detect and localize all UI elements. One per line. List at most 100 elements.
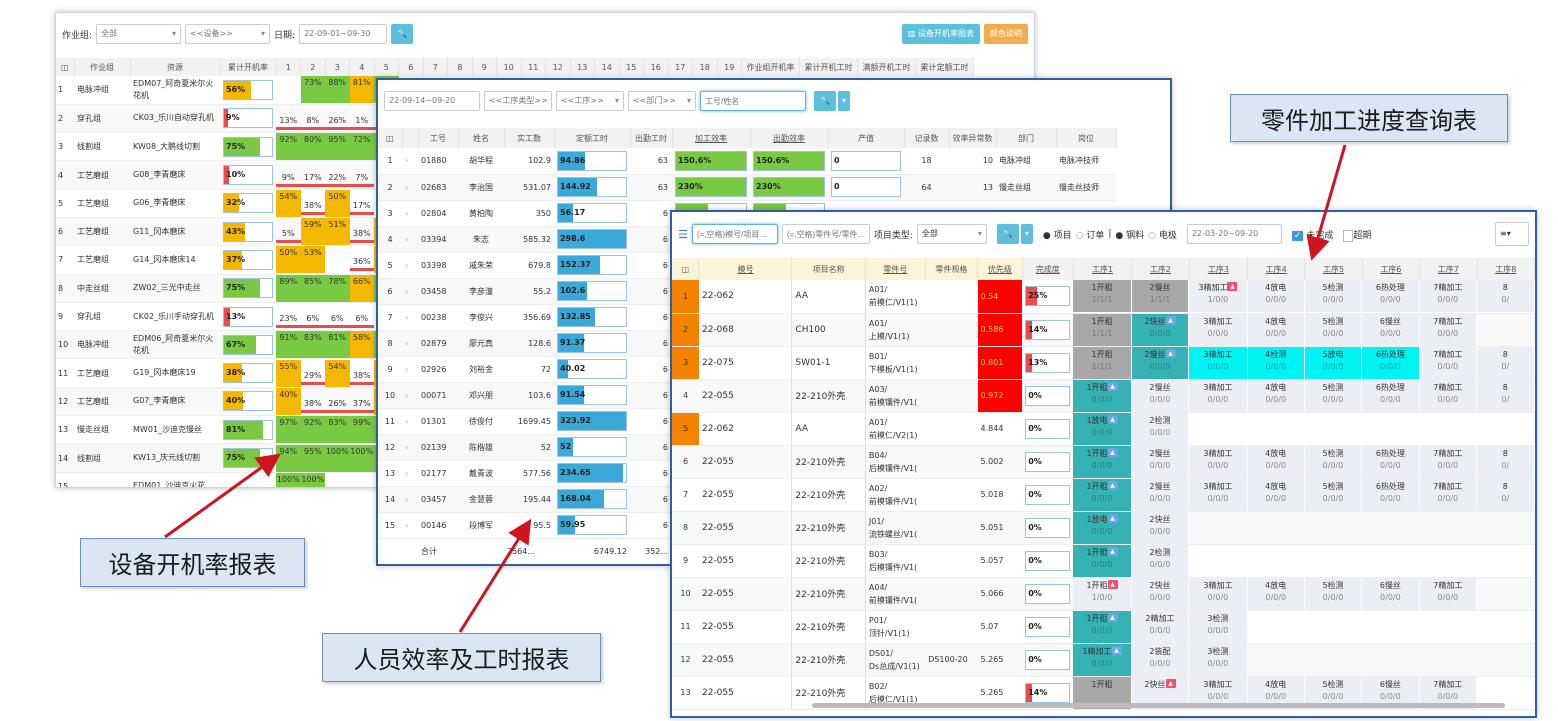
- process-step[interactable]: 5检测 0/0/0: [1304, 313, 1363, 347]
- expand-icon[interactable]: ›: [402, 278, 418, 305]
- table-row[interactable]: 6 22-055 22-210外壳 B04/后模镶件/V1(5.002 0% 1开粗 ▲ 0/…: [672, 445, 1535, 479]
- column-header[interactable]: 工序8: [1477, 258, 1535, 280]
- process-step[interactable]: [1362, 511, 1420, 545]
- process-step[interactable]: 7精加工 0/0/0: [1419, 280, 1478, 314]
- process-step[interactable]: 6慢丝 0/0/0: [1362, 313, 1420, 347]
- process-step[interactable]: 1开粗 1/1/1: [1073, 313, 1132, 347]
- process-step[interactable]: [1477, 577, 1535, 611]
- search-dropdown-button[interactable]: ▾: [1019, 224, 1033, 244]
- group-select[interactable]: 全部: [96, 24, 182, 44]
- process-step[interactable]: 5检测 0/0/0: [1304, 379, 1363, 413]
- process-step[interactable]: 3精加工 0/0/0: [1189, 379, 1248, 413]
- process-step[interactable]: 4放电 0/0/0: [1247, 280, 1305, 314]
- process-step[interactable]: [1304, 511, 1363, 545]
- table-row[interactable]: 2 22-068 CH100 A01/上模/V1(1) 0.586 14% 1开粗 1/1/1…: [672, 313, 1535, 347]
- process-step[interactable]: 1开粗 ▲ 0/0/0: [1073, 610, 1132, 644]
- table-row[interactable]: 5 22-062 AA A01/前模仁/V2(1) 4.844 0% 1放电 ▲ 0/0/0 2检…: [672, 412, 1535, 446]
- process-step[interactable]: 6热处理 0/0/0: [1362, 346, 1420, 380]
- process-step[interactable]: 6热处理 0/0/0: [1362, 280, 1420, 314]
- process-step[interactable]: 7精加工 0/0/0: [1419, 379, 1478, 413]
- process-step[interactable]: 1放电 ▲ 0/0/0: [1073, 511, 1132, 545]
- process-step[interactable]: 2快丝 0/0/0: [1131, 577, 1190, 611]
- process-step[interactable]: [1477, 544, 1535, 578]
- table-row[interactable]: 1 22-062 AA A01/前模仁/V1(1) 0.54 25% 1开粗 1/1/1 2慢丝…: [672, 280, 1535, 314]
- process-step[interactable]: 8 0/: [1477, 478, 1535, 512]
- process-step[interactable]: [1419, 412, 1478, 446]
- process-step[interactable]: 3精加工 0/0/0: [1189, 346, 1248, 380]
- staff-search-input[interactable]: [700, 91, 806, 111]
- search-button[interactable]: 🔍: [814, 91, 836, 111]
- color-legend-button[interactable]: 颜色说明: [984, 24, 1028, 44]
- table-row[interactable]: 4 22-055 22-210外壳 A03/前模镶件/V1(0.972 0% 1开粗 ▲ 0/…: [672, 379, 1535, 413]
- device-select[interactable]: <<设备>>: [185, 24, 271, 44]
- process-step[interactable]: [1477, 610, 1535, 644]
- date-range-input[interactable]: 22-09-01~09-30: [299, 24, 388, 44]
- process-step[interactable]: 3精加工 ▲ 1/0/0: [1189, 280, 1248, 314]
- process-step[interactable]: 6热处理 0/0/0: [1362, 379, 1420, 413]
- project-type-select[interactable]: 全部: [916, 224, 987, 244]
- process-step[interactable]: 2慢丝 ▲ 0/0/0: [1131, 346, 1190, 380]
- process-step[interactable]: 4检测 0/0/0: [1247, 346, 1305, 380]
- expand-icon[interactable]: ›: [402, 200, 418, 227]
- process-step[interactable]: [1419, 544, 1478, 578]
- equipment-chart-button[interactable]: ▥ 设备开机率图表: [901, 24, 980, 44]
- process-step[interactable]: [1362, 412, 1420, 446]
- process-step[interactable]: [1247, 610, 1305, 644]
- radio-order[interactable]: ○ 订单: [1076, 228, 1105, 241]
- column-header[interactable]: 零件规格: [925, 258, 979, 280]
- process-step[interactable]: 7精加工 0/0/0: [1419, 346, 1478, 380]
- process-step[interactable]: [1189, 412, 1248, 446]
- search-button[interactable]: 🔍: [391, 24, 414, 44]
- process-step[interactable]: 2慢丝 0/0/0: [1131, 445, 1190, 479]
- process-step[interactable]: 1开粗 ▲ 0/0/0: [1073, 544, 1132, 578]
- process-step[interactable]: 3精加工 0/0/0: [1189, 313, 1248, 347]
- column-header[interactable]: 工序6: [1362, 258, 1421, 280]
- process-step[interactable]: 1开粗 ▲ 0/0/0: [1073, 445, 1132, 479]
- date-range-input[interactable]: 22-03-20~09-20: [1186, 224, 1282, 244]
- list-icon[interactable]: ☰: [678, 227, 688, 241]
- process-step[interactable]: 3检测 0/0/0: [1189, 610, 1248, 644]
- column-menu-button[interactable]: ≡▾: [1495, 222, 1529, 246]
- process-step[interactable]: 6热处理 0/0/0: [1362, 478, 1420, 512]
- column-header[interactable]: 零件号: [865, 258, 926, 280]
- process-step[interactable]: 4放电 0/0/0: [1247, 313, 1305, 347]
- process-select[interactable]: <<工序>>: [556, 91, 624, 111]
- process-step[interactable]: 7精加工 0/0/0: [1419, 445, 1478, 479]
- process-step[interactable]: 5放电 0/0/0: [1304, 346, 1363, 380]
- expand-icon[interactable]: ›: [402, 148, 418, 175]
- column-header[interactable]: 工序4: [1247, 258, 1306, 280]
- radio-steel[interactable]: ● 钢料: [1115, 228, 1144, 241]
- table-row[interactable]: 2 › 02683 李治国 531.07 144.92 63 230% 230% 0 64 13 慢走丝…: [378, 174, 1116, 201]
- process-step[interactable]: 2精加工 0/0/0: [1131, 610, 1190, 644]
- process-step[interactable]: 8 0/: [1477, 280, 1535, 314]
- process-step[interactable]: 2检测 0/0/0: [1131, 412, 1190, 446]
- table-row[interactable]: 7 22-055 22-210外壳 A02/前模镶件/V1(5.018 0% 1开粗 ▲ 0/…: [672, 478, 1535, 512]
- process-step[interactable]: 1开粗 1/1/1: [1073, 280, 1132, 314]
- column-header[interactable]: 优先级: [977, 258, 1023, 280]
- process-step[interactable]: 5检测 0/0/0: [1304, 577, 1363, 611]
- table-row[interactable]: 9 22-055 22-210外壳 B03/后模镶件/V1(5.057 0% 1开粗 ▲ 0/…: [672, 544, 1535, 578]
- column-header[interactable]: 工序7: [1419, 258, 1478, 280]
- process-step[interactable]: 1放电 ▲ 0/0/0: [1073, 412, 1132, 446]
- column-header[interactable]: 项目名称: [791, 258, 866, 280]
- process-step[interactable]: 4放电 0/0/0: [1247, 379, 1305, 413]
- process-step[interactable]: 8 0/: [1477, 346, 1535, 380]
- process-step[interactable]: 8 0/: [1477, 379, 1535, 413]
- table-row[interactable]: 12 22-055 22-210外壳 DS01/Ds总成/V1(1) DS100-20 5…: [672, 643, 1535, 677]
- process-step[interactable]: [1189, 544, 1248, 578]
- expand-icon[interactable]: ›: [402, 252, 418, 279]
- column-header[interactable]: 工序2: [1131, 258, 1190, 280]
- search-button[interactable]: 🔍: [996, 224, 1019, 244]
- process-step[interactable]: [1304, 610, 1363, 644]
- expand-icon[interactable]: ›: [402, 330, 418, 357]
- process-step[interactable]: [1477, 511, 1535, 545]
- process-step[interactable]: 6热处理 0/0/0: [1362, 445, 1420, 479]
- expand-icon[interactable]: ›: [402, 382, 418, 409]
- table-row[interactable]: 8 22-055 22-210外壳 J01/流铁螺丝/V1(5.051 0% 1放电 ▲ 0/…: [672, 511, 1535, 545]
- process-type-select[interactable]: <<工序类型>>: [484, 91, 552, 111]
- search-dropdown-button[interactable]: ▾: [836, 91, 850, 111]
- table-row[interactable]: 3 22-075 SW01-1 B01/下模板/V1(1) 0.801 13% 1开粗 1/1…: [672, 346, 1535, 380]
- process-step[interactable]: 7精加工 0/0/0: [1419, 577, 1478, 611]
- process-step[interactable]: 7精加工 0/0/0: [1419, 313, 1478, 347]
- expand-icon[interactable]: ›: [402, 226, 418, 253]
